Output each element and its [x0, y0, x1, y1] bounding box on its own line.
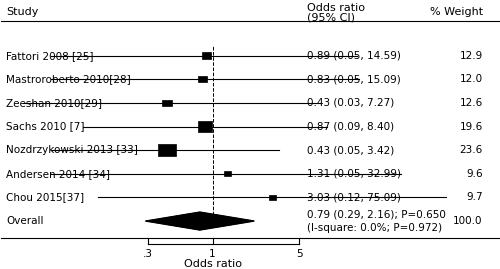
Text: Fattori 2008 [25]: Fattori 2008 [25] — [6, 51, 94, 61]
Text: .3: .3 — [142, 249, 152, 259]
Text: 3.03 (0.12, 75.09): 3.03 (0.12, 75.09) — [307, 192, 401, 203]
Bar — [162, 100, 172, 106]
Text: Study: Study — [6, 7, 38, 17]
Text: 100.0: 100.0 — [453, 216, 482, 226]
Text: % Weight: % Weight — [430, 7, 482, 17]
Text: 9.6: 9.6 — [466, 169, 482, 179]
Text: 0.79 (0.29, 2.16); P=0.650: 0.79 (0.29, 2.16); P=0.650 — [307, 210, 446, 220]
Text: 19.6: 19.6 — [460, 122, 482, 132]
Text: Odds ratio: Odds ratio — [184, 259, 242, 269]
Text: Zeeshan 2010[29]: Zeeshan 2010[29] — [6, 98, 102, 108]
Text: 12.6: 12.6 — [460, 98, 482, 108]
Bar — [158, 144, 176, 156]
Text: Mastroroberto 2010[28]: Mastroroberto 2010[28] — [6, 74, 131, 84]
Text: 0.43 (0.03, 7.27): 0.43 (0.03, 7.27) — [307, 98, 394, 108]
Text: 23.6: 23.6 — [460, 145, 482, 155]
Text: 9.7: 9.7 — [466, 192, 482, 203]
Text: Sachs 2010 [7]: Sachs 2010 [7] — [6, 122, 85, 132]
Text: Odds ratio: Odds ratio — [307, 3, 365, 13]
Text: Andersen 2014 [34]: Andersen 2014 [34] — [6, 169, 110, 179]
Text: 1: 1 — [210, 249, 216, 259]
Polygon shape — [146, 212, 254, 230]
Bar — [224, 171, 230, 176]
Text: 0.87 (0.09, 8.40): 0.87 (0.09, 8.40) — [307, 122, 394, 132]
Bar — [269, 195, 276, 200]
Text: Overall: Overall — [6, 216, 44, 226]
Text: 5: 5 — [296, 249, 303, 259]
Bar — [198, 76, 207, 83]
Text: 12.0: 12.0 — [460, 74, 482, 84]
Bar — [198, 122, 212, 132]
Text: Chou 2015[37]: Chou 2015[37] — [6, 192, 84, 203]
Text: Nozdrzykowski 2013 [33]: Nozdrzykowski 2013 [33] — [6, 145, 138, 155]
Text: (I-square: 0.0%; P=0.972): (I-square: 0.0%; P=0.972) — [307, 223, 442, 233]
Text: 0.83 (0.05, 15.09): 0.83 (0.05, 15.09) — [307, 74, 401, 84]
Text: (95% CI): (95% CI) — [307, 12, 355, 22]
Text: 1.31 (0.05, 32.99): 1.31 (0.05, 32.99) — [307, 169, 401, 179]
Text: 12.9: 12.9 — [460, 51, 482, 61]
Text: 0.89 (0.05, 14.59): 0.89 (0.05, 14.59) — [307, 51, 401, 61]
Bar — [202, 52, 211, 59]
Text: 0.43 (0.05, 3.42): 0.43 (0.05, 3.42) — [307, 145, 394, 155]
